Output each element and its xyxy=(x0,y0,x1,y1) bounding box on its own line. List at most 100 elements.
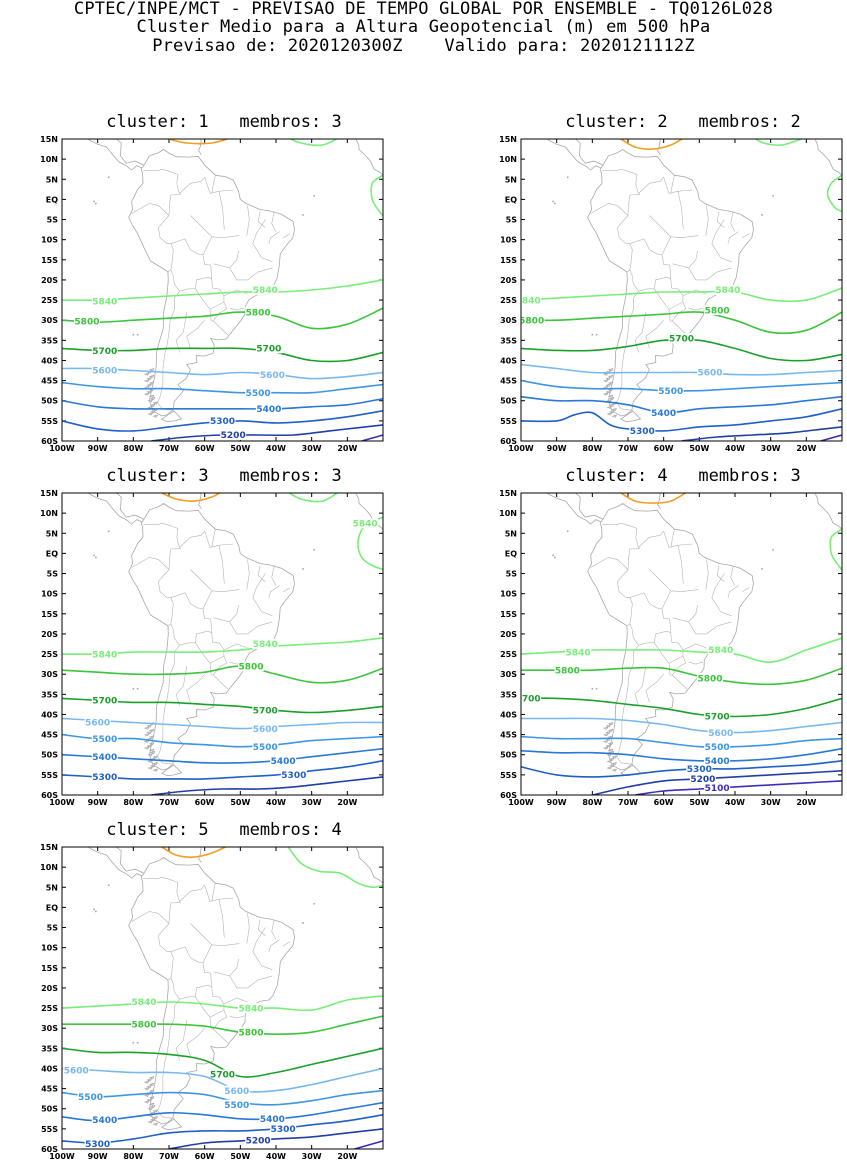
lat-label: 30S xyxy=(41,670,58,679)
coastline xyxy=(148,742,155,746)
contour-label: 5600 xyxy=(85,719,110,729)
lat-label: 40S xyxy=(41,356,58,365)
contour-label-bg xyxy=(689,773,716,784)
island xyxy=(302,214,304,216)
country-border xyxy=(257,919,266,936)
coastline xyxy=(198,139,202,155)
country-border xyxy=(670,529,675,548)
country-border xyxy=(671,655,688,690)
panel-title: cluster: 1 membros: 3 xyxy=(106,112,342,132)
contour-label-bg xyxy=(245,387,272,398)
contour-label-bg xyxy=(704,782,731,793)
contour-label-bg xyxy=(565,647,592,658)
country-border xyxy=(179,177,205,194)
country-border xyxy=(682,289,707,297)
contour-label-bg xyxy=(259,369,286,380)
country-border xyxy=(688,307,703,311)
lat-label: 45S xyxy=(500,377,517,386)
contour-line-5800 xyxy=(62,665,383,684)
contour-label-bg xyxy=(259,1113,286,1124)
coastline xyxy=(152,755,158,759)
contour-line-5200 xyxy=(151,424,383,441)
country-border xyxy=(157,291,180,411)
coastline xyxy=(143,733,150,737)
lat-label: EQ xyxy=(46,195,58,204)
contour-line-5840 xyxy=(521,287,842,303)
coastline xyxy=(147,759,153,763)
coastline xyxy=(148,1076,155,1080)
contour-line-5100 xyxy=(634,780,842,795)
lat-label: 5N xyxy=(46,175,58,184)
coastline xyxy=(611,762,617,766)
coastline xyxy=(143,746,150,750)
island xyxy=(132,333,135,336)
contour-line-5100 xyxy=(361,434,383,441)
coastline xyxy=(657,139,661,155)
coastline xyxy=(546,139,602,171)
contour-label-bg xyxy=(84,1138,111,1149)
coastline xyxy=(143,1100,150,1104)
contour-label-bg xyxy=(91,751,118,762)
country-border xyxy=(190,569,213,592)
coastline xyxy=(115,847,145,874)
lat-label: 25S xyxy=(41,1004,58,1013)
coastline xyxy=(146,1078,152,1082)
coastline xyxy=(146,744,152,748)
lon-label: 40W xyxy=(725,798,745,807)
country-border xyxy=(282,941,291,946)
contour-label: 5300 xyxy=(281,771,306,781)
island xyxy=(136,687,139,690)
coastline xyxy=(128,149,295,417)
lat-label: 55S xyxy=(500,417,517,426)
island xyxy=(554,202,556,205)
contour-label: 5800 xyxy=(132,1020,157,1030)
lon-label: 80W xyxy=(123,444,143,453)
island xyxy=(554,556,556,559)
coastline xyxy=(587,149,754,417)
header-line-1: CPTEC/INPE/MCT - PREVISAO DE TEMPO GLOBA… xyxy=(73,0,774,19)
coastline xyxy=(620,410,642,423)
country-border xyxy=(209,1017,214,1030)
country-border xyxy=(682,643,707,651)
lat-label: 35S xyxy=(41,690,58,699)
contour-label-bg xyxy=(697,673,724,684)
country-border xyxy=(195,633,225,664)
coastline xyxy=(608,410,615,414)
coastline xyxy=(146,724,152,728)
coastline xyxy=(198,847,202,863)
country-border xyxy=(727,585,739,598)
island xyxy=(566,176,569,179)
contour-label-bg xyxy=(521,295,542,306)
coastline xyxy=(605,744,611,748)
coastline xyxy=(147,412,153,416)
contour-label-bg xyxy=(252,639,279,649)
lat-label: 5S xyxy=(506,570,518,579)
header-line-2: Cluster Medio para a Altura Geopotencial… xyxy=(136,17,711,37)
contour-label: 5800 xyxy=(239,662,264,672)
coastline xyxy=(148,368,155,372)
contour-label: 5400 xyxy=(705,757,730,767)
contour-label: 5840 xyxy=(715,286,740,296)
contour-label-bg xyxy=(91,296,118,307)
coastline xyxy=(149,1118,156,1122)
lat-label: 55S xyxy=(41,1125,58,1134)
contour-label: 5500 xyxy=(224,1101,249,1111)
lat-label: 20S xyxy=(41,630,58,639)
contour-label: 5500 xyxy=(705,743,730,753)
contour-line-5300 xyxy=(62,1114,383,1144)
lat-label: 5S xyxy=(506,216,518,225)
coastline xyxy=(146,383,152,387)
lat-label: 10N xyxy=(40,509,58,518)
coastline xyxy=(605,377,611,381)
coastline xyxy=(608,396,615,400)
country-border xyxy=(668,309,673,322)
lon-label: 70W xyxy=(618,444,638,453)
country-border xyxy=(711,573,732,617)
lat-label: 10S xyxy=(41,944,58,953)
lon-label: 60W xyxy=(654,798,674,807)
contour-line-5880 xyxy=(620,493,687,504)
country-border xyxy=(157,645,180,765)
contour-label-bg xyxy=(280,769,307,780)
contour-line-5800 xyxy=(62,307,383,330)
lat-label: 60S xyxy=(41,1145,58,1154)
